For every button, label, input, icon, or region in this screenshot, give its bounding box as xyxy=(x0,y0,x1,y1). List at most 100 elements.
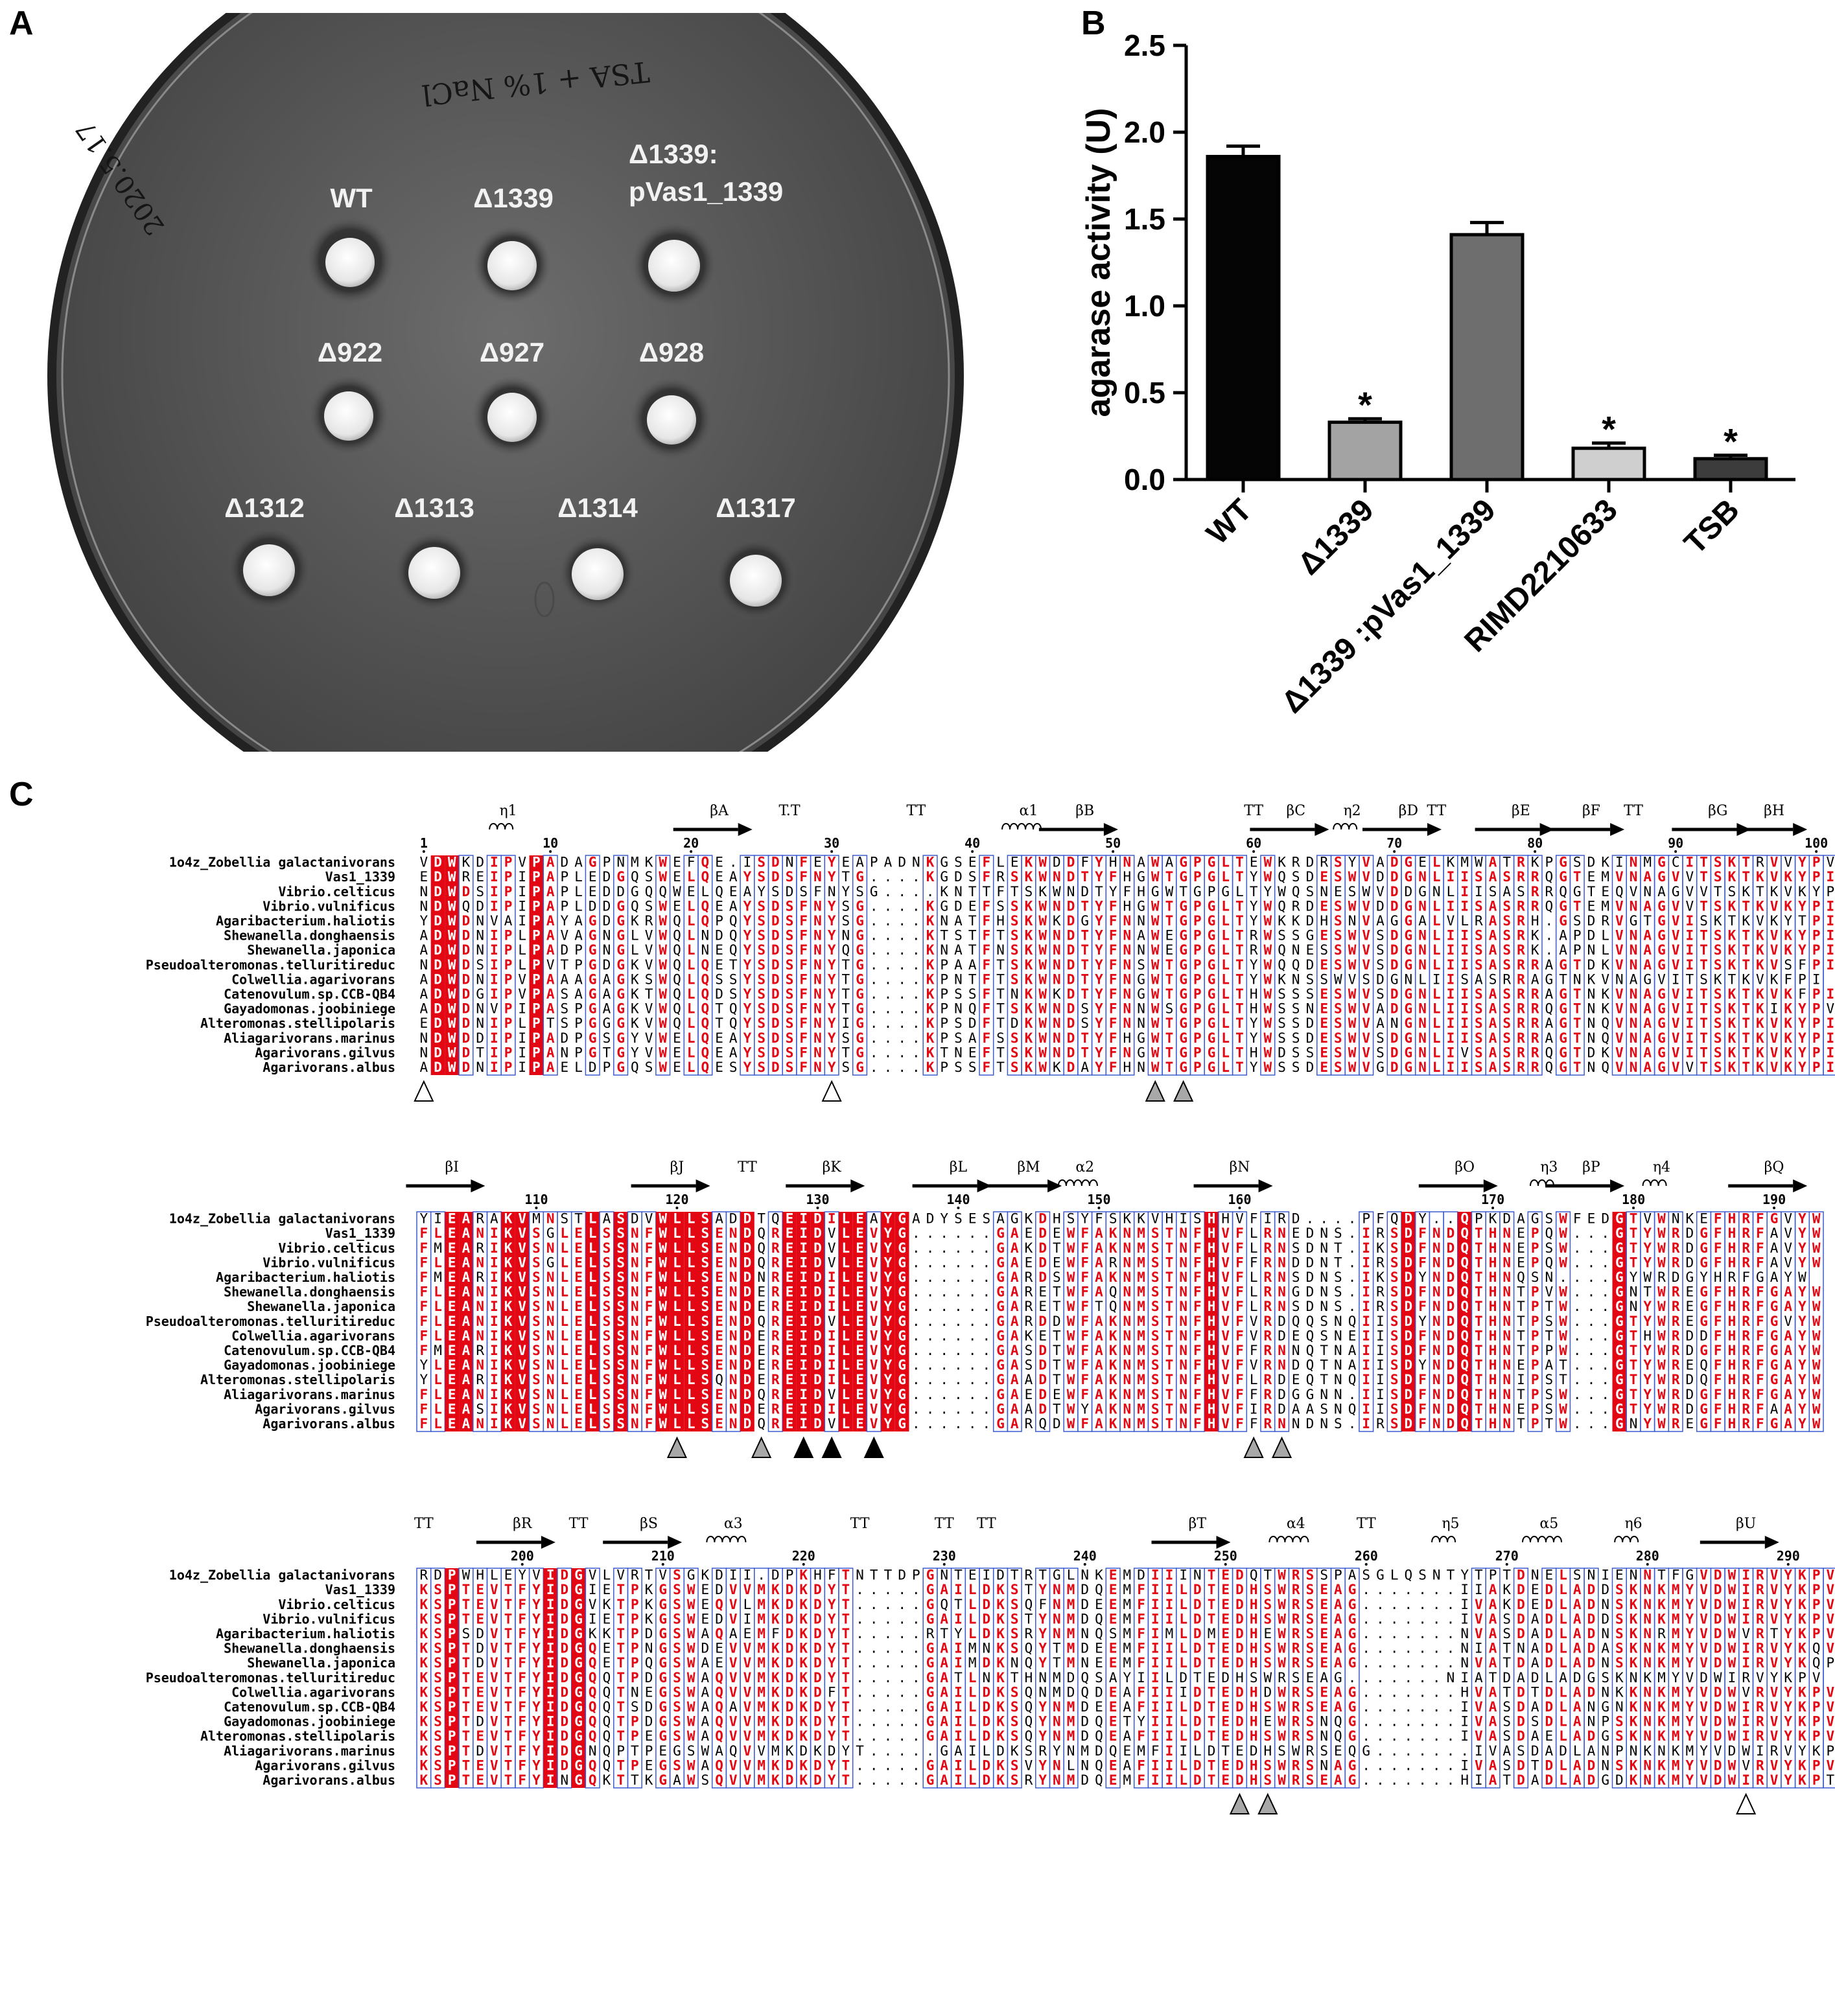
residue: F xyxy=(983,928,991,944)
residue: E xyxy=(757,1284,766,1300)
residue: Y xyxy=(1038,1757,1047,1773)
residue: D xyxy=(1601,1611,1609,1627)
residue: V xyxy=(1784,884,1792,899)
residue: E xyxy=(1601,884,1609,899)
residue: D xyxy=(715,1611,723,1627)
residue: G xyxy=(1179,957,1187,973)
residue: V xyxy=(518,855,526,870)
residue: N xyxy=(1418,1015,1427,1031)
residue: T xyxy=(504,1757,513,1773)
residue: P xyxy=(1531,1401,1539,1417)
residue: K xyxy=(1053,986,1061,1002)
residue: I xyxy=(1151,1728,1160,1744)
residue: F xyxy=(1109,898,1117,914)
residue: F xyxy=(645,1358,653,1373)
residue: G xyxy=(1390,971,1399,987)
residue: W xyxy=(1151,913,1160,929)
residue: T xyxy=(1770,1626,1779,1641)
plate-spot-d1339: Δ1339 xyxy=(473,183,554,303)
residue: N xyxy=(1053,1757,1061,1773)
residue: G xyxy=(1630,913,1638,929)
residue: A xyxy=(420,1060,428,1075)
residue: S xyxy=(1545,1211,1554,1227)
residue: F xyxy=(420,1416,428,1431)
residue: . xyxy=(1418,1611,1427,1627)
residue: A xyxy=(1489,869,1497,885)
residue: D xyxy=(1517,1655,1525,1671)
residue: A xyxy=(1489,1684,1497,1700)
residue: I xyxy=(1686,1030,1694,1046)
residue: A xyxy=(1095,1225,1103,1241)
residue: I xyxy=(1686,1001,1694,1017)
residue: D xyxy=(434,986,442,1002)
residue: Y xyxy=(1784,1772,1792,1788)
residue: D xyxy=(786,1670,794,1686)
residue: L xyxy=(687,913,695,929)
residue: V xyxy=(518,1387,526,1402)
identical-column xyxy=(1612,1212,1627,1431)
residue: A xyxy=(1630,971,1638,987)
residue: Y xyxy=(532,1772,541,1788)
residue: S xyxy=(842,913,850,929)
residue: H xyxy=(1208,1401,1216,1417)
residue: N xyxy=(940,913,948,929)
residue: T xyxy=(842,1728,850,1744)
residue: . xyxy=(1545,928,1554,944)
residue: N xyxy=(1630,957,1638,973)
residue: D xyxy=(771,855,780,870)
residue: S xyxy=(1376,1030,1385,1046)
site-marker-triangle xyxy=(1145,1080,1165,1102)
residue: D xyxy=(1235,1684,1244,1700)
residue: . xyxy=(1405,1670,1413,1686)
residue: L xyxy=(1390,1568,1399,1583)
residue: D xyxy=(434,1060,442,1075)
residue: F xyxy=(983,986,991,1002)
residue: H xyxy=(1728,1416,1736,1431)
residue: N xyxy=(1123,971,1132,987)
residue: N xyxy=(729,1401,738,1417)
residue: T xyxy=(1714,884,1722,899)
residue: K xyxy=(771,1714,780,1730)
residue: T xyxy=(1165,1284,1174,1300)
residue: P xyxy=(715,913,723,929)
residue: P xyxy=(504,869,513,885)
residue: S xyxy=(1292,1045,1300,1060)
residue: L xyxy=(1432,1015,1441,1031)
residue: L xyxy=(842,1211,850,1227)
residue: T xyxy=(1559,1358,1567,1373)
residue: G xyxy=(1179,913,1187,929)
residue: G xyxy=(1179,1001,1187,1017)
residue: V xyxy=(1362,1045,1370,1060)
residue: D xyxy=(1545,1684,1554,1700)
residue: A xyxy=(1531,1626,1539,1641)
residue: I xyxy=(490,1015,498,1031)
residue: Y xyxy=(1798,1240,1806,1256)
residue: V xyxy=(1362,898,1370,914)
residue: D xyxy=(561,1670,569,1686)
residue: W xyxy=(659,1358,667,1373)
residue: . xyxy=(1601,1225,1609,1241)
residue: S xyxy=(1292,1670,1300,1686)
residue: I xyxy=(518,898,526,914)
residue: . xyxy=(870,1626,878,1641)
residue: W xyxy=(687,1641,695,1656)
residue: L xyxy=(1418,971,1427,987)
residue: E xyxy=(715,855,723,870)
residue: S xyxy=(1334,957,1342,973)
residue: I xyxy=(1686,913,1694,929)
residue: R xyxy=(771,1343,780,1358)
residue: A xyxy=(462,1416,471,1431)
residue: H xyxy=(1489,1401,1497,1417)
plate-spot-d927: Δ927 xyxy=(472,337,552,456)
residue: G xyxy=(1179,1030,1187,1046)
identical-column xyxy=(670,1212,684,1431)
residue: K xyxy=(1798,1772,1806,1788)
residue: N xyxy=(631,1684,639,1700)
residue: N xyxy=(1502,1284,1511,1300)
residue: S xyxy=(603,1030,611,1046)
residue: M xyxy=(757,1728,766,1744)
residue: . xyxy=(912,1714,920,1730)
residue: D xyxy=(1714,1641,1722,1656)
residue: Q xyxy=(715,1372,723,1387)
residue: H xyxy=(1123,1030,1132,1046)
